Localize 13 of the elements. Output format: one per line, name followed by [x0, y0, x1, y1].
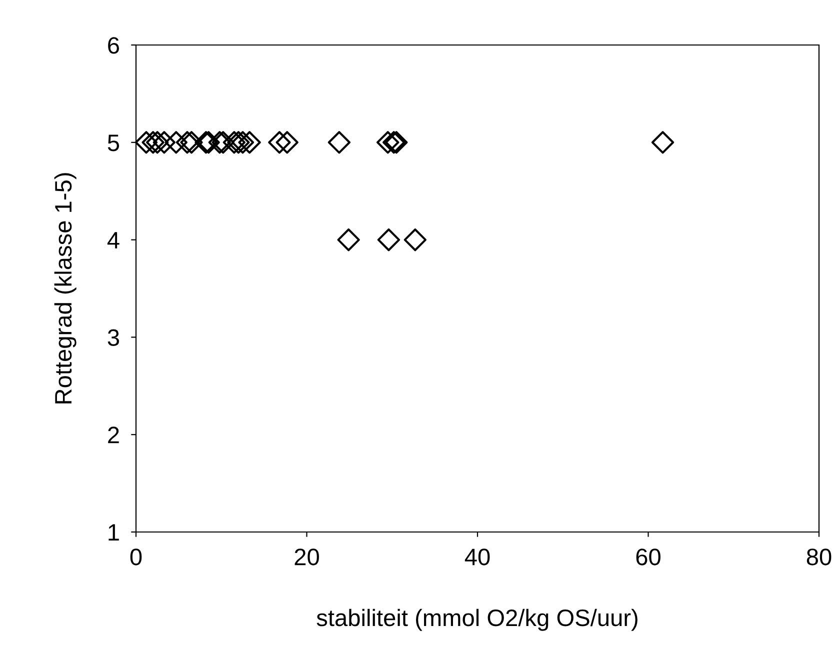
x-tick-label: 0 [130, 548, 142, 566]
x-axis-title: stabiliteit (mmol O2/kg OS/uur) [316, 608, 638, 631]
y-tick-label: 1 [108, 524, 119, 541]
x-tick-label: 60 [636, 548, 660, 566]
y-tick-label: 5 [108, 134, 120, 152]
y-axis-title: Rottegrad (klasse 1-5) [54, 173, 76, 404]
x-tick-label: 80 [806, 548, 832, 566]
y-tick-label: 3 [108, 329, 119, 346]
x-tick-label: 40 [464, 548, 490, 566]
y-tick-label: 4 [107, 232, 120, 248]
y-tick-label: 6 [108, 37, 119, 54]
x-tick-label: 20 [294, 548, 319, 566]
y-tick-label: 2 [108, 426, 119, 444]
